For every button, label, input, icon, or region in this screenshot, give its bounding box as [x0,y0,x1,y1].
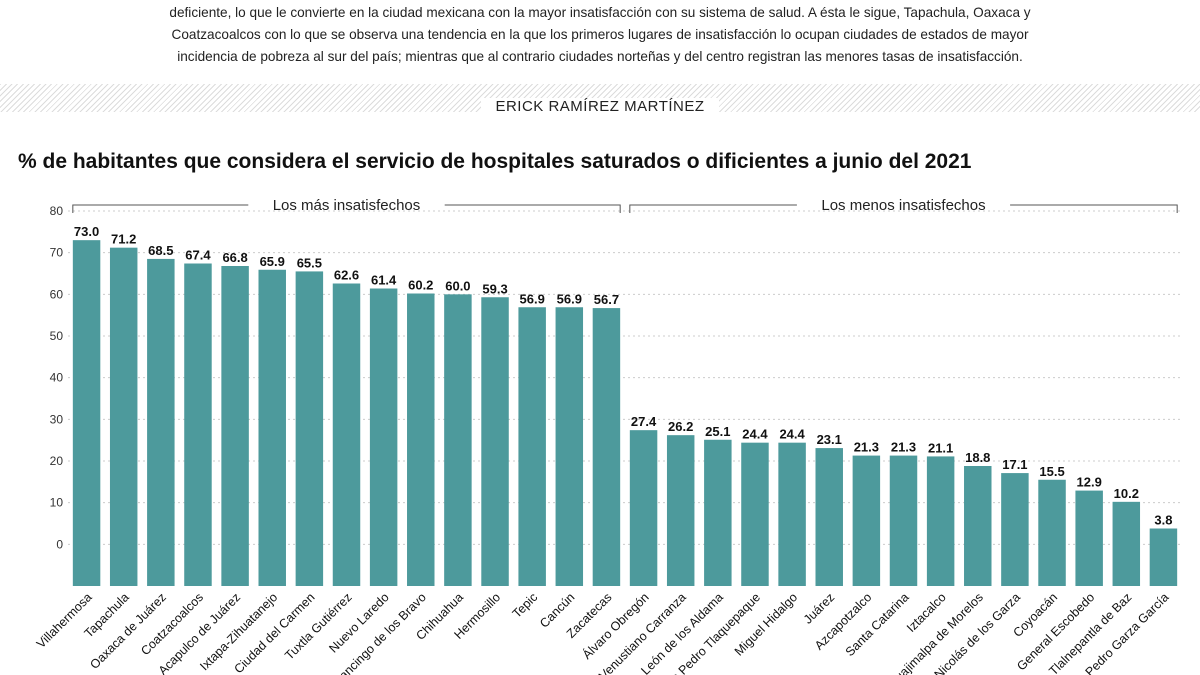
group-label: Los menos insatisfechos [821,197,985,214]
value-label: 17.1 [1002,457,1027,472]
y-tick-label: 50 [50,329,64,343]
value-label: 27.4 [631,414,657,429]
bar [741,442,769,586]
intro-line: incidencia de pobreza al sur del país; m… [177,49,1023,64]
bar [1038,479,1066,586]
byline: ERICK RAMÍREZ MARTÍNEZ [0,98,1200,116]
bar [1149,528,1178,586]
group-label: Los más insatisfechos [273,197,421,214]
bar [889,455,918,586]
intro-section: deficiente, lo que le convierte en la ci… [0,0,1200,115]
value-label: 12.9 [1077,475,1102,490]
value-label: 56.9 [557,291,582,306]
bar [332,283,361,586]
y-tick-label: 60 [50,287,64,301]
bar [629,430,658,586]
value-label: 21.1 [928,440,953,455]
bar [964,466,992,586]
bar [592,308,621,586]
y-tick-label: 40 [50,371,64,385]
bar [295,271,324,586]
bar [926,456,955,586]
bar [704,439,732,586]
value-label: 61.4 [371,273,397,288]
bar [407,293,435,586]
bar [815,448,843,586]
value-label: 24.4 [779,427,805,442]
bar [369,288,398,586]
y-tick-label: 20 [50,454,64,468]
category-label: Álvaro Obregón [579,589,652,662]
bar [481,297,509,586]
value-label: 21.3 [854,440,879,455]
value-label: 65.5 [297,255,322,270]
value-label: 23.1 [817,432,842,447]
value-label: 68.5 [148,243,173,258]
bar [778,442,806,586]
bar [852,455,881,586]
intro-line: Coatzacoalcos con lo que se observa una … [171,27,1029,42]
author-name: ERICK RAMÍREZ MARTÍNEZ [481,98,719,115]
bar [444,294,472,586]
y-tick-label: 0 [56,537,63,551]
category-label: Tuxtla Gutiérrez [282,590,354,662]
intro-paragraph: deficiente, lo que le convierte en la ci… [100,2,1100,68]
value-label: 60.2 [408,278,433,293]
value-label: 59.3 [482,281,507,296]
value-label: 24.4 [742,427,768,442]
value-label: 66.8 [222,250,247,265]
chart-title: % de habitantes que considera el servici… [18,150,972,173]
bar [258,269,286,586]
bar [221,266,249,586]
bar [1075,490,1103,586]
value-label: 56.9 [520,291,545,306]
y-tick-label: 70 [50,246,64,260]
bar [184,263,212,586]
value-label: 21.3 [891,440,916,455]
value-label: 71.2 [111,232,136,247]
category-label: Villahermosa [34,590,95,651]
bar-chart: 80 70 60 50 40 30 20 10 0 Los más insatisfechos Lo… [34,197,1182,675]
bar [555,307,584,586]
value-label: 65.9 [260,254,285,269]
y-tick-label: 10 [50,496,64,510]
bar [666,435,695,586]
value-label: 73.0 [74,224,99,239]
bar [109,247,138,586]
bar [518,307,546,586]
y-tick-label: 30 [50,412,64,426]
bar [1001,473,1029,586]
category-label: Tepic [510,590,541,621]
value-label: 3.8 [1154,513,1172,528]
value-label: 10.2 [1114,486,1139,501]
value-label: 60.0 [445,278,470,293]
category-label: Juárez [801,590,837,626]
group-bracket [72,204,621,213]
value-label: 18.8 [965,450,990,465]
bar [72,240,101,586]
intro-line: deficiente, lo que le convierte en la ci… [169,5,1031,20]
value-label: 67.4 [185,248,211,263]
value-label: 26.2 [668,419,693,434]
value-label: 15.5 [1039,464,1064,479]
value-label: 25.1 [705,424,730,439]
value-label: 56.7 [594,292,619,307]
group-bracket [629,204,1178,213]
value-label: 62.6 [334,268,359,283]
y-tick-label: 80 [50,204,64,218]
bar [1112,501,1141,586]
bar [147,258,175,586]
